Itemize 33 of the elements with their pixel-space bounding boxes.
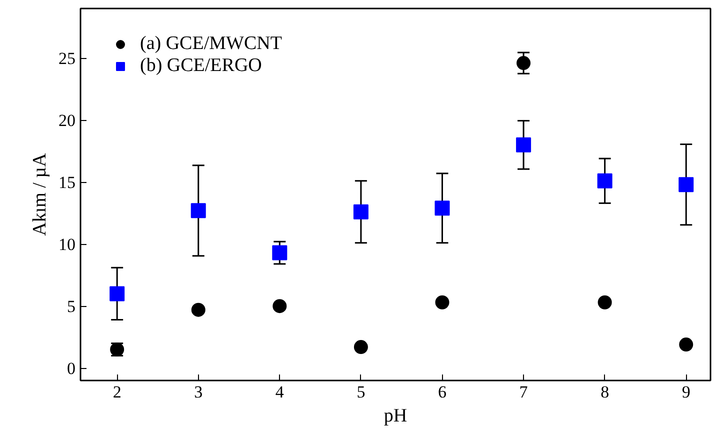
- point: [435, 295, 450, 310]
- y-axis-title: Akım / µA: [30, 152, 50, 236]
- x-tick-label: 3: [194, 382, 203, 402]
- x-axis-title: pH: [384, 406, 408, 426]
- point: [434, 200, 450, 216]
- x-tick-label: 2: [112, 382, 122, 402]
- point: [597, 173, 612, 188]
- point: [516, 137, 532, 152]
- x-tick-label: 8: [600, 382, 610, 402]
- y-tick-label: 20: [58, 111, 76, 130]
- point: [678, 177, 694, 192]
- point: [354, 340, 368, 354]
- legend-label: (b) GCE/ERGO: [140, 55, 262, 77]
- point: [598, 295, 612, 310]
- y-tick-label: 0: [67, 359, 76, 378]
- point: [110, 286, 125, 302]
- point: [679, 338, 694, 352]
- y-tick-label: 10: [58, 235, 76, 254]
- point: [353, 204, 368, 220]
- x-tick-label: 4: [275, 382, 284, 402]
- point: [516, 56, 531, 70]
- x-tick-label: 6: [438, 382, 446, 402]
- x-tick-label: 7: [519, 382, 528, 402]
- y-tick-label: 15: [58, 173, 76, 192]
- point: [272, 245, 288, 260]
- x-tick-label: 5: [356, 382, 366, 402]
- y-tick-label: 5: [67, 297, 76, 316]
- legend-label: (a) GCE/MWCNT: [140, 33, 282, 55]
- point: [272, 299, 287, 314]
- point: [190, 203, 206, 218]
- y-tick-label: 25: [58, 49, 76, 68]
- x-tick-label: 9: [682, 382, 690, 402]
- point: [191, 302, 206, 317]
